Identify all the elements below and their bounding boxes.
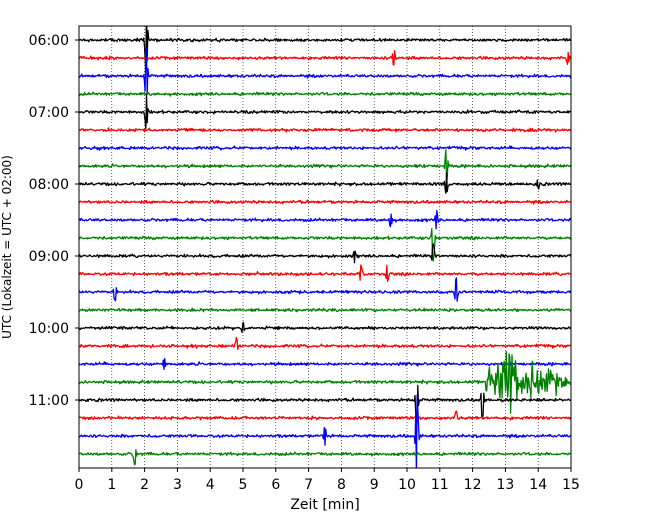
x-tick-label: 13 (496, 477, 514, 493)
x-tick-label: 9 (370, 477, 379, 493)
x-tick-label: 14 (529, 477, 547, 493)
trace-0800 (79, 172, 571, 194)
trace-0600 (79, 26, 571, 72)
trace-0815 (79, 199, 571, 205)
trace-1030 (79, 358, 571, 371)
y-axis-label: UTC (Lokalzeit = UTC + 02:00) (0, 155, 14, 339)
trace-1045 (79, 350, 571, 414)
trace-0915 (79, 264, 571, 282)
x-tick-label: 15 (562, 477, 580, 493)
trace-0715 (79, 127, 571, 133)
y-tick-label: 07:00 (29, 105, 69, 121)
trace-0745 (79, 149, 571, 184)
x-axis-ticks: 0 1 2 3 4 5 6 7 8 9 10 11 12 13 14 15 (75, 468, 580, 493)
x-tick-label: 10 (398, 477, 416, 493)
trace-1115 (79, 410, 571, 421)
trace-0900 (79, 243, 571, 264)
trace-0830 (79, 209, 571, 230)
trace-1145 (79, 449, 571, 466)
trace-0930 (79, 277, 571, 302)
trace-1130 (79, 394, 571, 468)
x-tick-label: 7 (304, 477, 313, 493)
trace-0615 (79, 49, 571, 66)
x-tick-label: 0 (75, 477, 84, 493)
x-tick-label: 12 (464, 477, 482, 493)
seismic-traces (79, 26, 571, 468)
y-tick-label: 06:00 (29, 33, 69, 49)
trace-0700 (79, 93, 571, 130)
x-tick-label: 1 (107, 477, 116, 493)
y-tick-label: 09:00 (29, 249, 69, 265)
y-tick-label: 11:00 (29, 393, 69, 409)
trace-0630 (79, 47, 571, 95)
trace-0645 (79, 91, 571, 97)
x-axis-label: Zeit [min] (290, 497, 359, 513)
x-tick-label: 6 (271, 477, 280, 493)
trace-1000 (79, 321, 571, 333)
trace-0730 (79, 145, 571, 151)
trace-0845 (79, 228, 571, 262)
x-tick-label: 8 (337, 477, 346, 493)
trace-1015 (79, 336, 571, 351)
x-tick-label: 3 (173, 477, 182, 493)
x-tick-label: 2 (140, 477, 149, 493)
trace-1100 (79, 384, 571, 424)
x-tick-label: 4 (206, 477, 215, 493)
plot-frame (78, 25, 572, 469)
trace-0945 (79, 307, 571, 313)
y-tick-label: 08:00 (29, 177, 69, 193)
x-tick-label: 11 (431, 477, 449, 493)
y-tick-label: 10:00 (29, 321, 69, 337)
x-tick-label: 5 (239, 477, 248, 493)
y-axis-ticks: 06:00 07:00 08:00 09:00 10:00 11:00 (29, 33, 79, 409)
